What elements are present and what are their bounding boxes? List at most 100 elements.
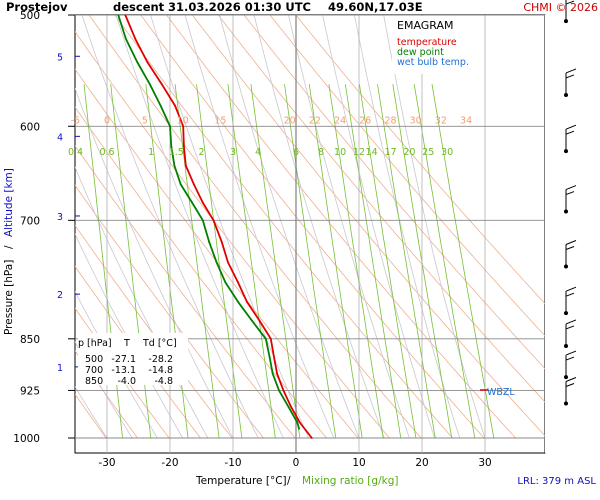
dewpoint-point [170,145,173,148]
table-cell: 700 [85,365,103,376]
moist-adiabat [288,15,410,439]
dewpoint-point [159,104,162,107]
dewpoint-point [191,201,194,204]
mixing-ratio-line [431,84,495,439]
temperature-point [282,389,285,392]
wind-barb-flag [565,240,577,245]
moist-adiabat [253,15,385,439]
dewpoint-point [268,355,271,358]
mixing-ratio-label: 6 [293,147,299,158]
dry-adiabat-label: 15 [214,115,226,126]
temperature-point [237,281,239,284]
wind-barb-flag [565,383,575,387]
moist-adiabat [354,15,461,439]
lrl-label: LRL: 379 m ASL [517,476,596,487]
values-table: p [hPa] T Td [°C] 500 -27.1 -28.2 700 -1… [78,333,188,387]
temperature-point [220,240,223,243]
table-cell: -14.8 [148,365,173,376]
wind-barbs [564,0,577,406]
mixing-ratio-label: 3 [230,147,236,158]
wind-barb-flag [565,319,577,325]
wind-barb-dot [564,311,568,316]
temperature-tick-label: -30 [98,457,115,469]
mixing-ratio-line [83,84,123,439]
legend-wetbulb: wet bulb temp. [397,57,469,68]
dewpoint-point [179,183,182,186]
mixing-ratio-line [227,84,276,439]
mixing-ratio-label: 1.5 [169,147,184,158]
wind-barb-dot [564,375,568,380]
x-axis-label-sep: / [287,475,291,487]
dry-adiabat-label: 22 [309,115,321,126]
temperature-point [124,14,127,16]
wind-panel-frame [545,15,600,453]
header-mode: descent [113,0,165,14]
dewpoint-point [237,300,239,303]
x-axis-label-temperature: Temperature [°C] [195,475,287,487]
temperature-point [183,145,185,148]
wind-barb-flag [565,286,577,292]
altitude-tick-label: 2 [57,290,63,301]
mixing-ratio-line [174,84,220,439]
mixing-ratio-label: 2 [198,147,204,158]
table-cell: -4.8 [154,376,173,387]
mixing-ratio-line [392,84,453,439]
mixing-ratio-label: 20 [403,147,415,158]
temperature-tick-label: 20 [415,457,428,469]
wind-barb-flag [565,0,575,5]
altitude-tick-label: 3 [57,212,63,223]
wbzl-label: WBZL [487,387,515,398]
pressure-tick-label: 925 [20,385,40,397]
temperature-point [134,38,137,40]
mixing-ratio-label: 10 [334,147,346,158]
mixing-ratio-label: 30 [441,147,453,158]
mixing-ratio-label: 17 [384,147,396,158]
dry-adiabat-label: 26 [359,115,371,126]
header-coords: 49.60N,17.03E [328,0,423,14]
legend-dewpoint: dew point [397,47,444,58]
wind-barb-flag [565,350,577,356]
dewpoint-point [278,389,280,392]
temperature-point [146,61,149,63]
dry-adiabat-label: 20 [284,115,296,126]
dry-adiabat [75,31,390,439]
dry-adiabat [217,15,545,403]
table-header-td: Td [°C] [142,338,177,349]
temperature-point [160,83,163,86]
moist-adiabat [322,15,435,439]
temperature-tick-label: 10 [352,457,365,469]
table-cell: -13.1 [111,365,136,376]
dry-adiabat-label: 0 [104,115,110,126]
legend-temperature: temperature [397,37,457,48]
pressure-tick-label: 1000 [13,433,40,445]
wind-barb-flag [565,325,575,330]
temperature-point [227,261,229,264]
moist-adiabat [150,15,309,439]
temperature-point [193,183,195,186]
table-cell: -28.2 [148,354,173,365]
temperature-point [201,201,204,204]
header-copyright: CHMI © 2026 [523,1,598,14]
temperature-point [174,104,176,107]
moist-adiabat [219,15,360,439]
table-cell: 850 [85,376,103,387]
dewpoint-point [208,240,211,243]
dry-adiabat-label: 5 [142,115,148,126]
wind-barb-dot [564,343,568,348]
dewpoint-point [117,14,120,16]
mixing-ratio-label: 14 [366,147,378,158]
dewpoint-point [251,319,253,322]
wind-barb-flag [565,246,575,250]
pressure-tick-label: 700 [20,215,40,227]
mixing-ratio-line [359,84,417,439]
mixing-ratio-line [284,84,337,439]
temperature-tick-label: 30 [478,457,491,469]
dewpoint-point [148,83,151,86]
table-cell: -27.1 [111,354,136,365]
dry-adiabat [75,224,233,439]
mixing-ratio-label: 0.6 [99,147,114,158]
legend-title: EMAGRAM [397,19,454,32]
wind-barb-dot [564,19,568,24]
wind-barb-flag [565,185,577,191]
header-datetime: 31.03.2026 01:30 UTC [168,0,311,14]
